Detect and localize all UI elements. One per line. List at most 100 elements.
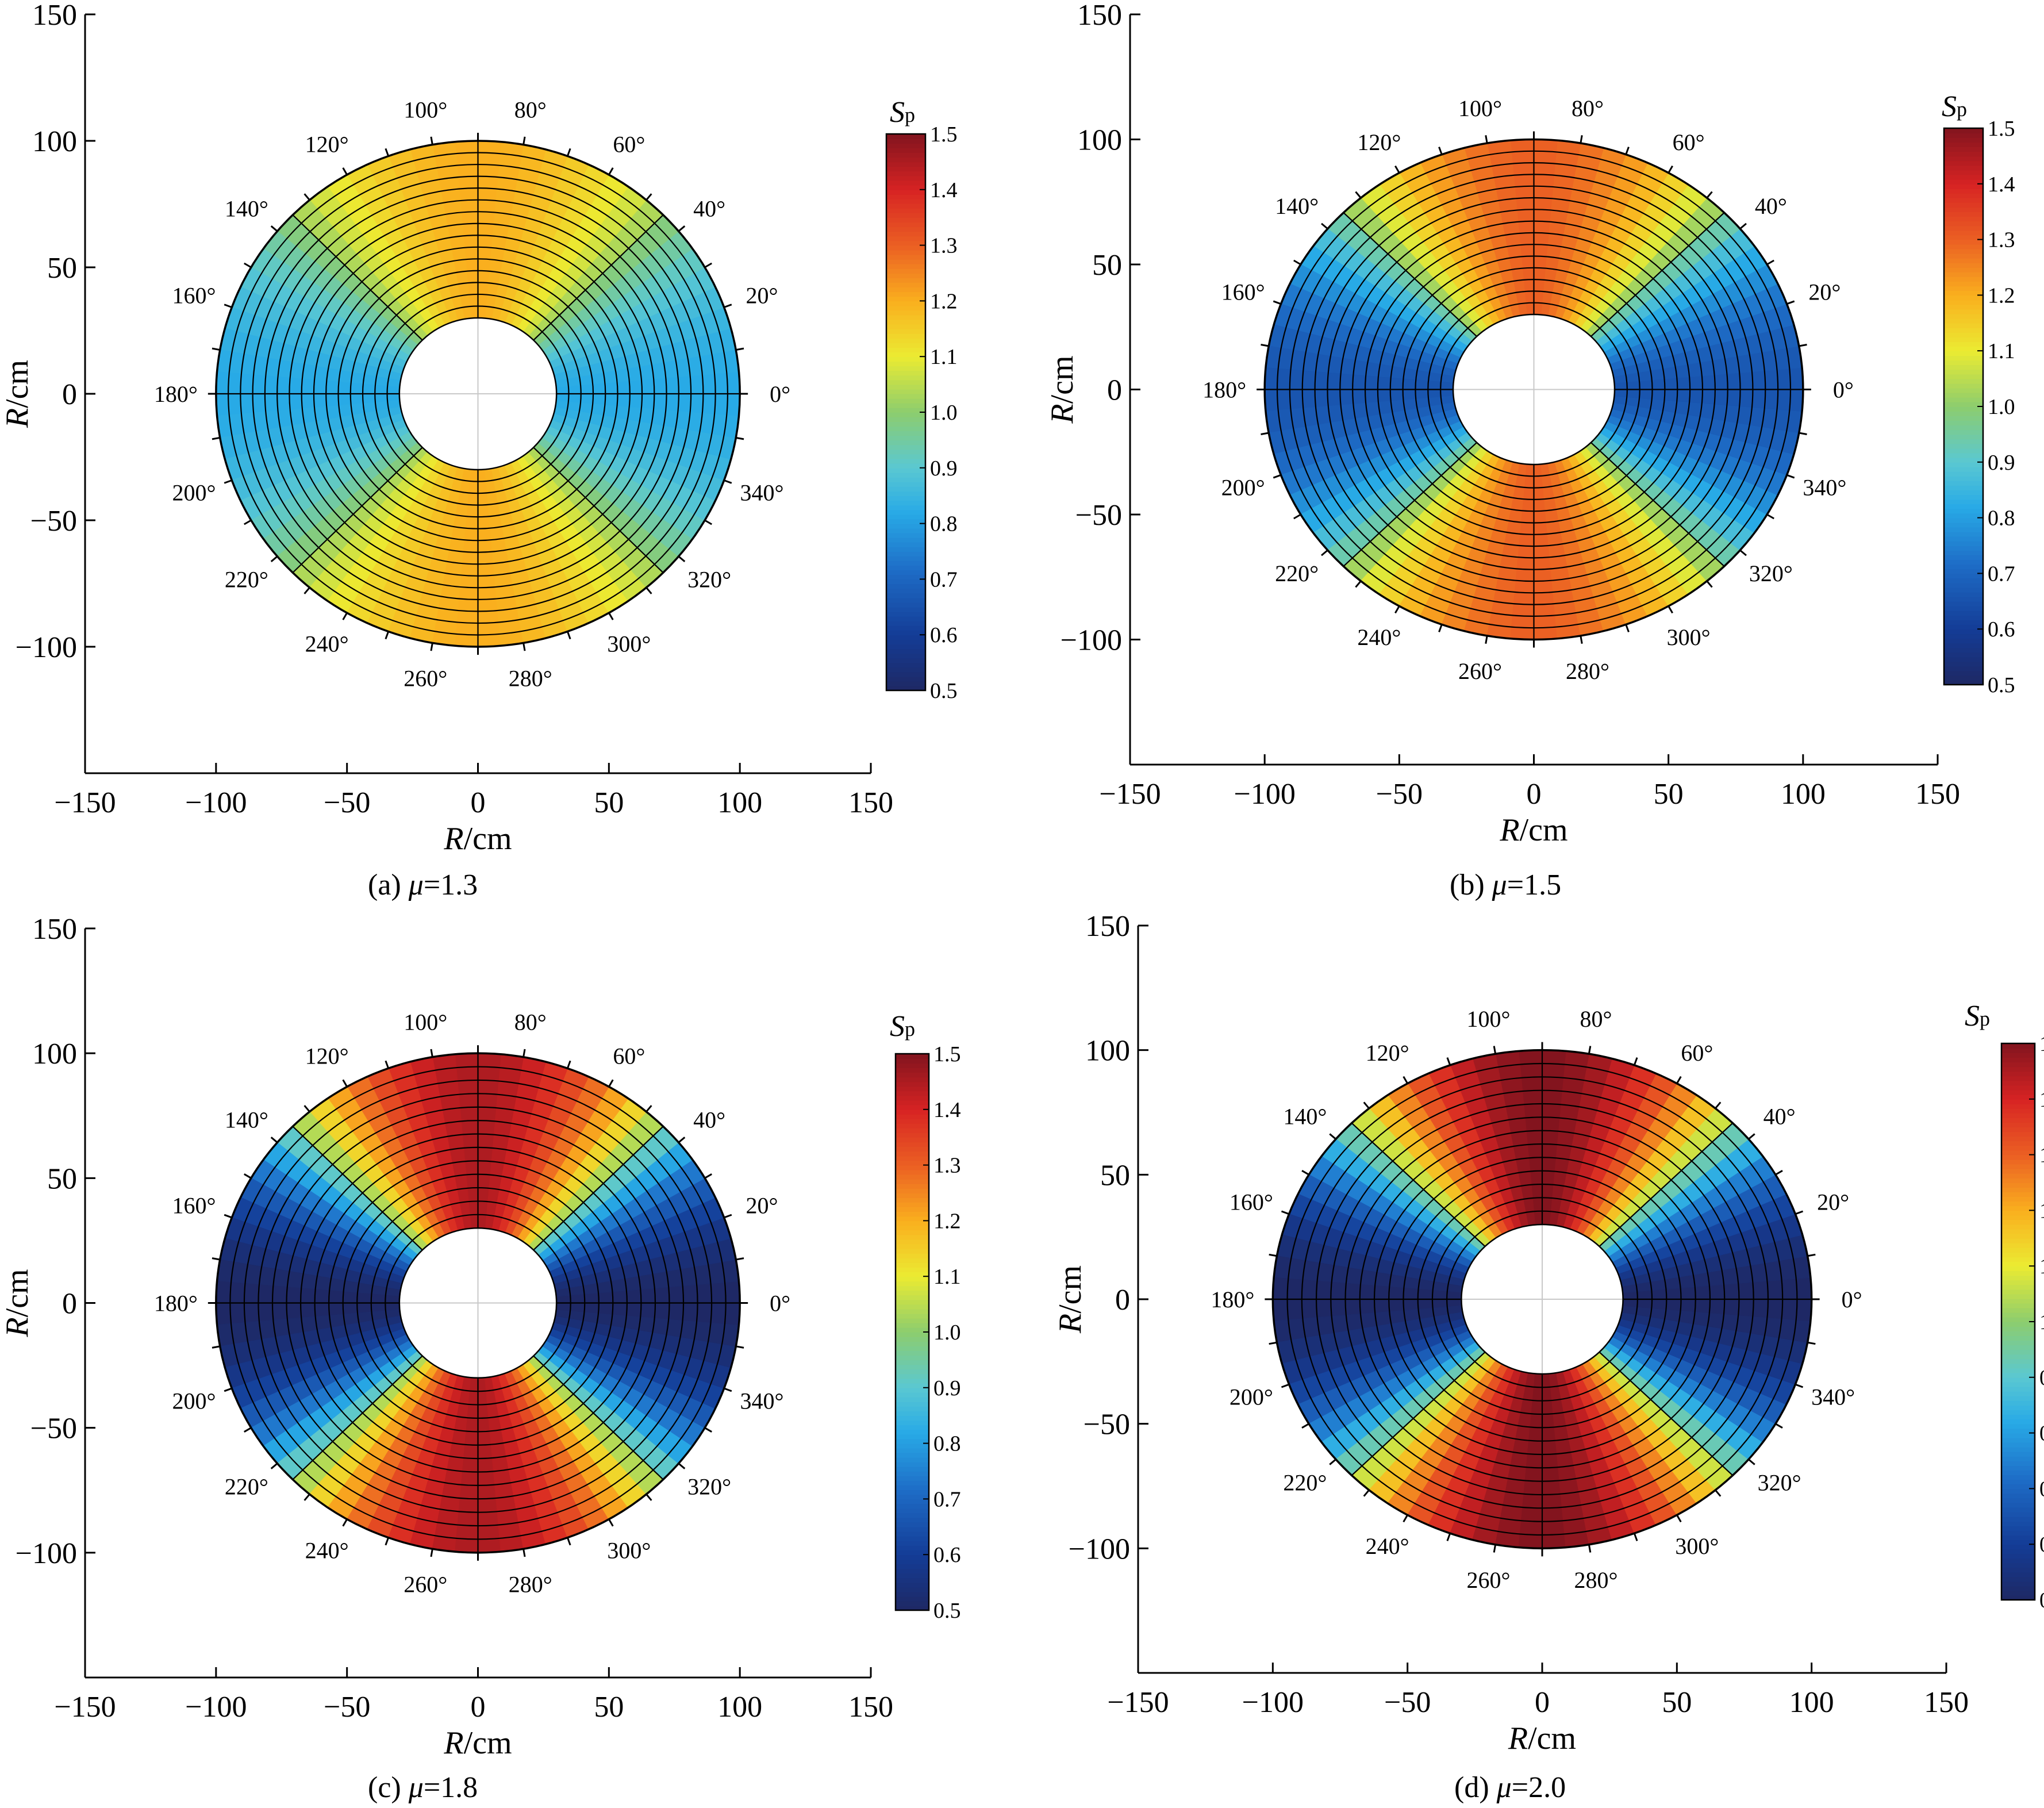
angle-label: 100° [1458,95,1502,121]
colorbar-tick-label: 1.3 [2039,1143,2044,1168]
colorbar-subscript: p [1957,98,1967,121]
x-tick-label: 50 [1662,1686,1692,1719]
colorbar-band [2001,1141,2035,1146]
angle-tick [224,479,232,484]
y-axis-label-symbol: R [1052,1314,1088,1334]
colorbar-band [2001,1187,2035,1192]
colorbar-band [886,236,925,241]
y-tick-label: 50 [47,1162,77,1195]
angle-tick [1355,191,1362,199]
colorbar-band [2001,1377,2035,1383]
angle-tick [522,1548,526,1557]
colorbar-tick-label: 0.6 [2039,1533,2044,1557]
colorbar-band [886,162,925,167]
colorbar-band [1944,309,1983,314]
colorbar-band [1944,457,1983,463]
angle-tick [704,519,712,525]
colorbar-band [896,1146,929,1152]
angle-label: 80° [1580,1006,1612,1032]
colorbar-band [2001,1465,2035,1471]
angle-tick [1715,1101,1722,1110]
colorbar-band [1944,657,1983,662]
angle-label: 140° [1275,193,1319,219]
angle-tick [1676,1514,1682,1523]
colorbar-tick-label: 0.8 [1988,506,2015,531]
angle-tick [1748,1458,1755,1465]
x-tick-label: −150 [1099,778,1161,811]
angle-label: 80° [514,97,547,123]
colorbar-band [896,1137,929,1143]
subplot-c: −150 −100 −50 0 50 100 150 −100 −50 0 50 100 150 R/cm… [0,913,961,1761]
colorbar-band [1944,216,1983,222]
colorbar-band [896,1406,929,1411]
colorbar-band [896,1559,929,1565]
colorbar-band [896,1211,929,1217]
angle-tick [1493,1544,1497,1553]
colorbar-band [2001,1405,2035,1411]
colorbar-band [1944,235,1983,240]
angle-tick [608,612,614,620]
x-axis-label-symbol: R [1499,812,1519,848]
colorbar-band [886,152,925,158]
angle-tick [735,1257,744,1261]
colorbar-tick-label: 1.5 [2039,1032,2044,1056]
colorbar-band [896,1541,929,1546]
colorbar-band [886,431,925,436]
colorbar-band [886,278,925,283]
colorbar-band [886,491,925,496]
colorbar-band [886,667,925,673]
colorbar-band [886,528,925,533]
colorbar-band [1944,439,1983,444]
colorbar-band [2001,1433,2035,1438]
colorbar-band [2001,1549,2035,1554]
colorbar-band [1944,295,1983,301]
colorbar-band [2001,1446,2035,1452]
angle-tick [1775,1423,1783,1429]
angle-tick [1739,222,1747,230]
colorbar-band [896,1350,929,1356]
colorbar-band [1944,179,1983,185]
colorbar-band [886,611,925,617]
colorbar-band [2001,1183,2035,1188]
angle-label: 80° [1572,95,1604,121]
colorbar-band [1944,369,1983,375]
colorbar-band [2001,1516,2035,1522]
colorbar-band [1944,318,1983,324]
angle-tick [1273,300,1281,305]
angle-tick [385,1537,390,1546]
angle-label: 160° [172,282,216,308]
colorbar-band [1944,416,1983,421]
angle-label: 280° [509,1571,552,1597]
angle-label: 40° [1763,1104,1796,1130]
colorbar-tick-label: 0.8 [930,512,958,536]
angle-tick [212,1257,221,1261]
angle-tick [1625,624,1630,632]
colorbar-band [886,602,925,608]
angle-tick [608,1079,614,1088]
colorbar-band [886,356,925,362]
colorbar-band [886,477,925,482]
angle-tick [678,1462,686,1469]
colorbar-band [896,1262,929,1268]
angle-tick [1625,147,1630,155]
colorbar-band [896,1281,929,1287]
angle-label: 220° [1283,1469,1327,1495]
x-tick-label: −50 [324,786,370,819]
angle-tick [646,1105,652,1112]
colorbar-band [1944,629,1983,635]
x-axis-label: R/cm [443,821,512,857]
angle-tick [704,1173,712,1179]
x-axis-label-unit: /cm [1520,812,1568,848]
angle-label: 40° [693,195,725,221]
y-tick-label: 0 [1115,1284,1130,1316]
colorbar-band [2001,1094,2035,1100]
colorbar-band [2001,1479,2035,1485]
colorbar-band [2001,1284,2035,1290]
colorbar-band [896,1188,929,1193]
angle-label: 300° [1675,1533,1719,1559]
y-axis-label-unit: /cm [0,360,35,408]
angle-label: 280° [1574,1567,1618,1593]
colorbar-band [2001,1118,2035,1123]
colorbar-band [1944,253,1983,259]
angle-tick [1580,135,1583,144]
